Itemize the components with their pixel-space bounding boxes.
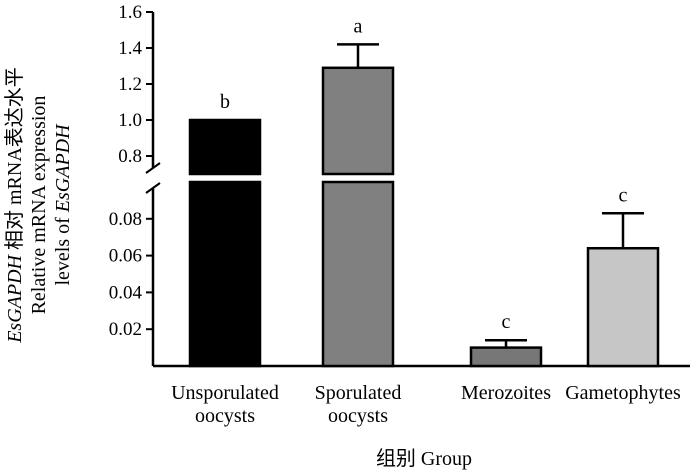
y-axis-title-line2: Relative mRNA expression	[28, 96, 50, 315]
category-label-line: oocysts	[328, 405, 388, 427]
y-lower-tick-label: 0.04	[109, 282, 143, 303]
significance-label: b	[220, 91, 230, 113]
y-axis-title-line1: EsGAPDH 相对 mRNA表达水平	[3, 67, 26, 344]
category-label: Merozoites	[461, 382, 551, 404]
y-upper-tick-label: 1.2	[118, 74, 142, 95]
x-axis-title: 组别 Group	[376, 447, 472, 470]
y-lower-tick-label: 0.06	[109, 246, 142, 267]
y-upper-tick-label: 1.0	[118, 110, 142, 131]
y-axis-title-chinese: 相对 mRNA表达水平	[3, 67, 26, 255]
category-label-line: oocysts	[195, 405, 255, 427]
y-upper-tick-label: 1.6	[118, 2, 142, 23]
y-axis-title-line3-prefix: levels of	[52, 212, 74, 285]
y-upper-tick-label: 0.8	[118, 146, 142, 167]
y-upper-tick-label: 1.4	[118, 38, 142, 59]
y-axis-title-gene-italic: EsGAPDH	[4, 253, 26, 343]
significance-label: a	[354, 15, 363, 37]
bar-upper-segment	[321, 66, 395, 176]
y-axis-title: EsGAPDH 相对 mRNA表达水平 Relative mRNA expres…	[3, 67, 74, 344]
bar	[469, 346, 543, 368]
category-label: Unsporulated oocysts	[171, 382, 279, 427]
category-label: Gametophytes	[565, 382, 681, 404]
axis-break-mark	[145, 162, 161, 174]
category-label-line: Sporulated	[315, 382, 402, 404]
bar-upper-segment	[188, 118, 262, 176]
y-axis-title-line3-gene: EsGAPDH	[52, 123, 74, 213]
significance-label: c	[619, 184, 628, 206]
bar-lower-segment	[188, 180, 262, 368]
category-label-line: Merozoites	[461, 382, 551, 404]
y-axis-title-line3: levels of EsGAPDH	[52, 123, 74, 286]
category-label: Sporulated oocysts	[315, 382, 402, 427]
axis-break-mark	[145, 182, 161, 194]
y-lower-tick-label: 0.02	[109, 319, 142, 340]
bars: b a c c	[188, 15, 660, 368]
category-label-line: Gametophytes	[565, 382, 681, 404]
category-label-line: Unsporulated	[171, 382, 279, 404]
y-lower-tick-label: 0.08	[109, 209, 142, 230]
significance-label: c	[502, 311, 511, 333]
bar-lower-segment	[321, 180, 395, 368]
bar	[586, 246, 660, 368]
